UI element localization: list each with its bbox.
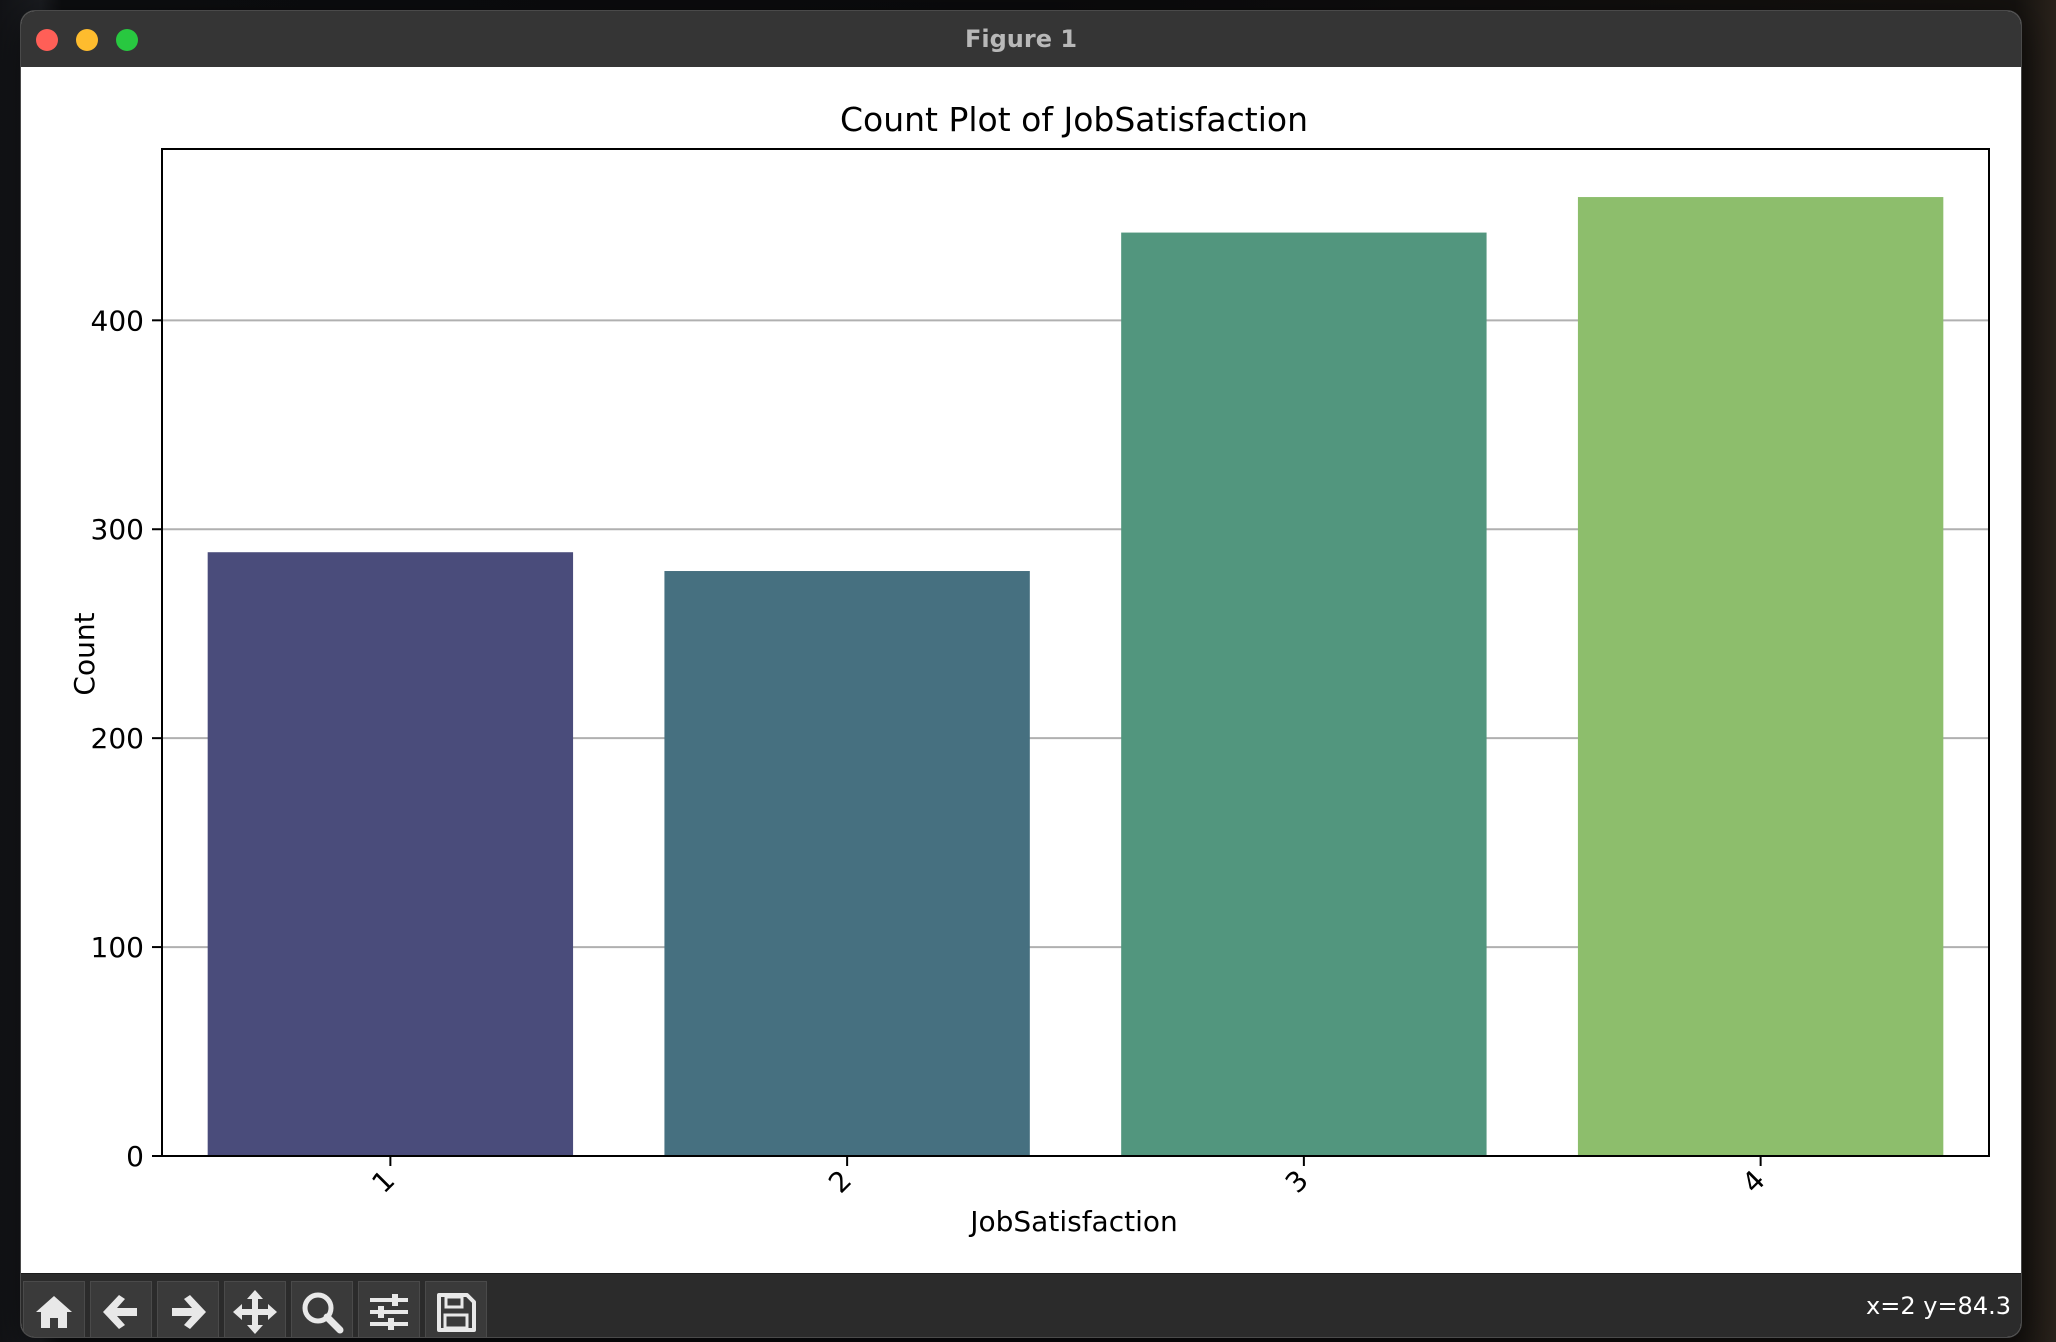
configure-subplots-button[interactable] — [358, 1281, 420, 1337]
bar-4 — [1577, 197, 1944, 1156]
y-tick-label: 100 — [91, 931, 144, 964]
close-window-button[interactable] — [36, 29, 58, 51]
figure-canvas[interactable]: Count Plot of JobSatisfaction JobSatisfa… — [21, 67, 2021, 1273]
save-button[interactable] — [425, 1281, 487, 1337]
bar-chart: Count Plot of JobSatisfaction JobSatisfa… — [68, 100, 1990, 1238]
y-tick-label: 0 — [126, 1140, 144, 1173]
move-icon — [233, 1290, 277, 1334]
bar-2 — [664, 571, 1030, 1156]
y-tick-label: 400 — [91, 304, 144, 337]
x-tick-label: 3 — [1279, 1164, 1315, 1200]
arrow-left-icon — [103, 1295, 137, 1329]
figure-window: Figure 1 Count Plot of JobSatisfaction J… — [21, 11, 2021, 1337]
arrow-right-icon — [172, 1295, 206, 1329]
sliders-icon — [370, 1294, 408, 1330]
forward-button[interactable] — [157, 1281, 219, 1337]
cursor-coordinates: x=2 y=84.3 — [1866, 1292, 2011, 1320]
floppy-disk-icon — [437, 1293, 476, 1332]
bars — [207, 197, 1944, 1156]
search-icon — [302, 1292, 344, 1334]
x-tick-label: 4 — [1736, 1164, 1772, 1200]
x-tick-label: 1 — [365, 1164, 401, 1200]
y-axis-label: Count — [68, 612, 101, 695]
y-tick-label: 300 — [91, 513, 144, 546]
home-icon — [36, 1296, 72, 1328]
zoom-button[interactable] — [291, 1281, 353, 1337]
x-tick-label: 2 — [822, 1164, 858, 1200]
maximize-window-button[interactable] — [116, 29, 138, 51]
bar-3 — [1121, 232, 1487, 1156]
navigation-toolbar: x=2 y=84.3 — [21, 1273, 2021, 1337]
back-button[interactable] — [90, 1281, 152, 1337]
bar-1 — [207, 552, 574, 1156]
pan-button[interactable] — [224, 1281, 286, 1337]
home-button[interactable] — [23, 1281, 85, 1337]
minimize-window-button[interactable] — [76, 29, 98, 51]
plot-frame — [161, 148, 1990, 1157]
y-tick-label: 200 — [91, 722, 144, 755]
x-axis-label: JobSatisfaction — [968, 1205, 1177, 1238]
title-bar: Figure 1 — [21, 11, 2021, 68]
window-title: Figure 1 — [964, 25, 1078, 53]
chart-title: Count Plot of JobSatisfaction — [840, 100, 1308, 139]
